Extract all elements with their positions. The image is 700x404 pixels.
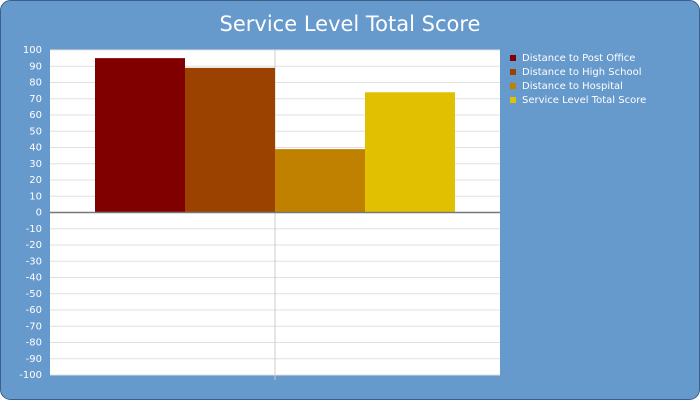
y-tick-label: 20 — [29, 175, 42, 186]
y-tick-label: 60 — [29, 110, 42, 121]
bar — [185, 67, 275, 213]
y-tick-label: -40 — [26, 273, 42, 284]
legend-label: Distance to Hospital — [522, 81, 623, 92]
y-tick-label: 0 — [36, 208, 42, 219]
y-tick-label: -80 — [26, 338, 42, 349]
y-tick-label: -90 — [26, 354, 42, 365]
y-tick-label: -50 — [26, 289, 42, 300]
y-tick-label: -60 — [26, 305, 42, 316]
y-tick-label: 30 — [29, 159, 42, 170]
y-tick-label: -100 — [19, 370, 42, 381]
y-tick-label: 50 — [29, 126, 42, 137]
legend-swatch — [510, 83, 516, 89]
legend-label: Distance to Post Office — [522, 53, 635, 64]
chart-title: Service Level Total Score — [220, 12, 481, 36]
bar — [365, 92, 455, 213]
legend-label: Distance to High School — [522, 67, 641, 78]
bar — [95, 58, 185, 213]
legend-swatch — [510, 55, 516, 61]
bar — [275, 149, 365, 213]
y-tick-label: 10 — [29, 191, 42, 202]
y-tick-label: 90 — [29, 61, 42, 72]
y-tick-label: 70 — [29, 94, 42, 105]
y-tick-label: -30 — [26, 256, 42, 267]
legend-label: Service Level Total Score — [522, 95, 646, 106]
legend-swatch — [510, 97, 516, 103]
y-tick-label: 80 — [29, 78, 42, 89]
y-tick-label: -20 — [26, 240, 42, 251]
y-tick-label: 40 — [29, 143, 42, 154]
y-tick-label: -70 — [26, 321, 42, 332]
legend-swatch — [510, 69, 516, 75]
y-tick-label: -10 — [26, 224, 42, 235]
y-tick-label: 100 — [23, 45, 42, 56]
